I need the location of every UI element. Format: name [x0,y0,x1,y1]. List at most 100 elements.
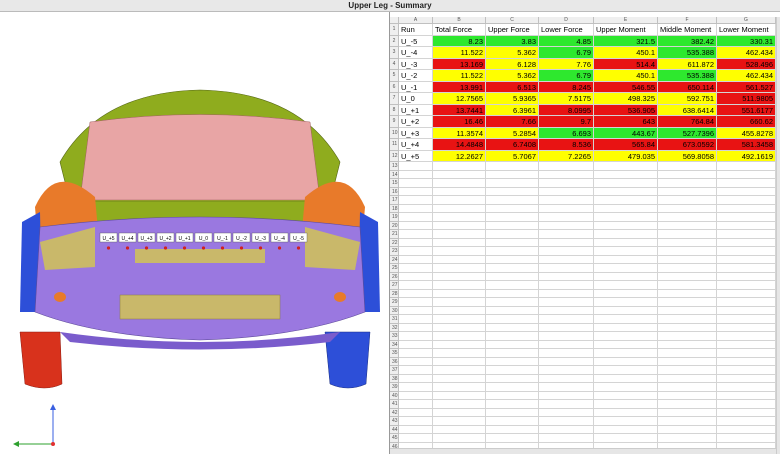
empty-cell [433,374,486,383]
empty-cell [433,204,486,213]
empty-cell [433,383,486,392]
value-cell: 450.1 [594,70,658,82]
empty-cell [399,281,433,290]
value-cell: 12.2627 [433,150,486,162]
value-cell: 450.1 [594,47,658,59]
empty-cell [594,391,658,400]
row-number: 30 [390,306,399,315]
empty-cell [433,187,486,196]
row-number: 2 [390,35,399,47]
empty-cell [594,408,658,417]
empty-cell [486,213,539,222]
empty-cell [433,366,486,375]
row-number: 19 [390,213,399,222]
spreadsheet: A B C D E F G 1 Run Total Force Upper Force Lower F… [389,12,780,454]
empty-cell [658,349,717,358]
empty-cell [539,340,594,349]
value-cell: 11.522 [433,70,486,82]
empty-cell [594,417,658,426]
value-cell: 536.905 [594,104,658,116]
empty-cell [433,298,486,307]
value-cell: 5.362 [486,70,539,82]
empty-cell [594,272,658,281]
empty-cell [539,323,594,332]
column-header: Total Force [433,24,486,36]
run-name: U_+5 [399,150,433,162]
empty-cell [399,204,433,213]
column-letter: B [433,17,486,24]
empty-cell [486,170,539,179]
empty-cell [399,264,433,273]
empty-cell [594,213,658,222]
value-cell: 7.66 [486,116,539,128]
empty-cell [658,315,717,324]
value-cell: 382.42 [658,35,717,47]
empty-cell [594,196,658,205]
empty-cell [399,391,433,400]
empty-cell [433,425,486,434]
row-number: 36 [390,357,399,366]
empty-cell [658,213,717,222]
empty-cell [717,374,776,383]
point-label: U_0 [199,236,208,242]
empty-cell [658,332,717,341]
point-label: U_+2 [159,236,171,242]
empty-cell [433,238,486,247]
empty-cell [433,247,486,256]
value-cell: 462.434 [717,47,776,59]
empty-cell [717,196,776,205]
row-number: 44 [390,425,399,434]
row-number: 29 [390,298,399,307]
point-label: U_-2 [236,236,247,242]
empty-cell [717,366,776,375]
row-number: 8 [390,104,399,116]
empty-cell [433,289,486,298]
empty-cell [658,162,717,171]
row-number: 41 [390,400,399,409]
value-cell: 569.8058 [658,150,717,162]
value-cell: 611.872 [658,58,717,70]
empty-cell [594,374,658,383]
empty-cell [433,340,486,349]
empty-cell [486,230,539,239]
row-number: 23 [390,247,399,256]
empty-cell [399,408,433,417]
row-number: 21 [390,230,399,239]
value-cell: 7.76 [539,58,594,70]
value-cell: 321.5 [594,35,658,47]
empty-cell [717,272,776,281]
empty-cell [658,281,717,290]
empty-cell [717,391,776,400]
empty-cell [486,298,539,307]
empty-cell [539,366,594,375]
row-number: 24 [390,255,399,264]
empty-cell [539,306,594,315]
point-label: U_+3 [140,236,152,242]
value-cell: 6.128 [486,58,539,70]
empty-cell [717,315,776,324]
value-cell: 6.7408 [486,139,539,151]
point-label: U_-1 [217,236,228,242]
row-number: 11 [390,139,399,151]
empty-cell [539,204,594,213]
empty-cell [433,400,486,409]
value-cell: 11.522 [433,47,486,59]
empty-cell [539,434,594,443]
value-cell: 643 [594,116,658,128]
point-marker [201,246,206,250]
value-cell: 13.169 [433,58,486,70]
empty-cell [658,179,717,188]
row-number: 4 [390,58,399,70]
empty-cell [717,264,776,273]
empty-cell [486,383,539,392]
value-cell: 546.55 [594,81,658,93]
empty-cell [594,332,658,341]
label-box [137,232,156,243]
empty-cell [433,391,486,400]
empty-cell [594,298,658,307]
empty-cell [399,417,433,426]
empty-cell [539,196,594,205]
empty-cell [594,281,658,290]
empty-cell [399,425,433,434]
empty-cell [594,187,658,196]
